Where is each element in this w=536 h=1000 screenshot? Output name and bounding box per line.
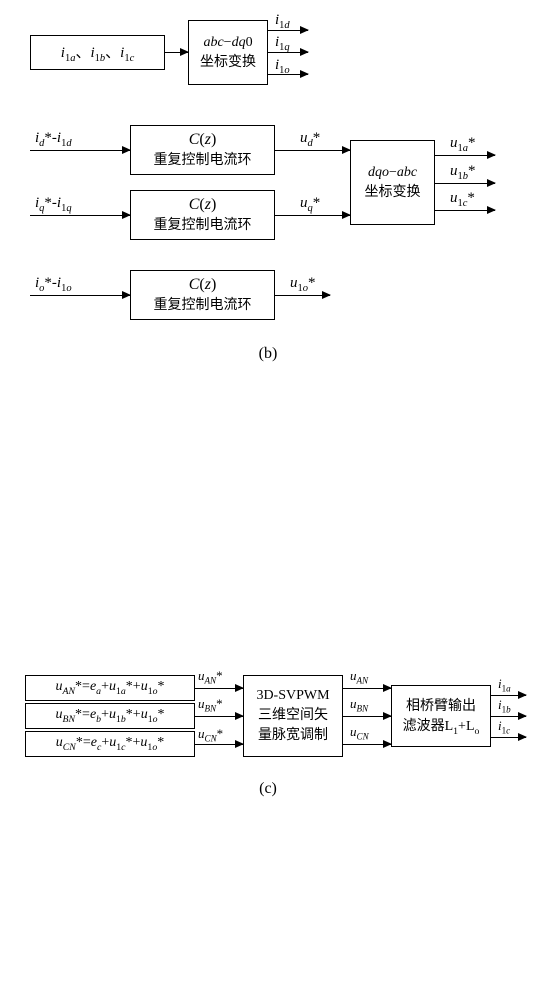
arrow-uq [275, 215, 350, 216]
arrow-ubn-s [195, 716, 243, 717]
box-cz-q: C(z) 重复控制电流环 [130, 190, 275, 240]
box-dqo-abc: dqo−abc 坐标变换 [350, 140, 435, 225]
arrow-ucn-s [195, 744, 243, 745]
label-u1c: u1c* [450, 190, 475, 209]
label-u1b: u1b* [450, 163, 476, 182]
label-i1a-out: i1a [498, 676, 511, 694]
box-cz-d: C(z) 重复控制电流环 [130, 125, 275, 175]
box-eq-b: uBN*=eb+u1b*+u1o* [25, 703, 195, 729]
arrow-i1c-out [491, 737, 526, 738]
cz-o-label: 重复控制电流环 [154, 294, 252, 314]
arrow-iq-err [30, 215, 130, 216]
dqo-abc-label: 坐标变换 [365, 181, 421, 201]
diagram-c: uAN*=ea+u1a*+u1o* uBN*=eb+u1b*+u1o* uCN*… [20, 670, 516, 820]
label-ud: ud* [300, 130, 320, 149]
arrow-id-err [30, 150, 130, 151]
label-i1c-out: i1c [498, 718, 510, 736]
box-filter: 相桥臂输出 滤波器L1+Lo [391, 685, 491, 747]
label-ucn: uCN [350, 724, 369, 742]
svpwm-line3: 量脉宽调制 [258, 724, 328, 744]
cz-d-label: 重复控制电流环 [154, 149, 252, 169]
label-uan: uAN [350, 668, 368, 686]
arrow-i1a-out [491, 695, 526, 696]
box-input-abc: i1a、i1b、i1c [30, 35, 165, 70]
arrow-u1o [275, 295, 330, 296]
arrow-ud [275, 150, 350, 151]
box-cz-o: C(z) 重复控制电流环 [130, 270, 275, 320]
label-u1o: u1o* [290, 275, 316, 294]
svpwm-line2: 三维空间矢 [258, 704, 328, 724]
box-eq-a: uAN*=ea+u1a*+u1o* [25, 675, 195, 701]
label-u1a: u1a* [450, 135, 476, 154]
svpwm-line1: 3D-SVPWM [256, 688, 329, 704]
label-uq: uq* [300, 195, 320, 214]
figure-label-b: (b) [20, 345, 516, 363]
arrow-u1c [435, 210, 495, 211]
arrow-io-err [30, 295, 130, 296]
arrow-uan-s [195, 688, 243, 689]
abc-dq0-label: 坐标变换 [200, 51, 256, 71]
arrow-i1b-out [491, 716, 526, 717]
box-abc-dq0: abc−dq0 坐标变换 [188, 20, 268, 85]
box-svpwm: 3D-SVPWM 三维空间矢 量脉宽调制 [243, 675, 343, 757]
label-i1q: i1q [275, 34, 290, 53]
label-ucn-s: uCN* [198, 726, 223, 744]
label-ubn-s: uBN* [198, 696, 223, 714]
arrow-u1a [435, 155, 495, 156]
figure-label-c: (c) [20, 780, 516, 798]
arrow-uan [343, 688, 391, 689]
arrow-ucn [343, 744, 391, 745]
label-id-err: id*-i1d [35, 130, 72, 149]
cz-q-label: 重复控制电流环 [154, 214, 252, 234]
label-iq-err: iq*-i1q [35, 195, 72, 214]
arrow-abc-to-transform [165, 52, 188, 53]
box-eq-c: uCN*=ec+u1c*+u1o* [25, 731, 195, 757]
label-i1d: i1d [275, 12, 290, 31]
label-i1o: i1o [275, 57, 290, 76]
label-io-err: io*-i1o [35, 275, 72, 294]
label-i1b-out: i1b [498, 697, 511, 715]
label-ubn: uBN [350, 696, 368, 714]
arrow-ubn [343, 716, 391, 717]
label-uan-s: uAN* [198, 668, 223, 686]
arrow-u1b [435, 183, 495, 184]
filter-line2-prefix: 滤波器 [403, 719, 445, 734]
diagram-b: i1a、i1b、i1c abc−dq0 坐标变换 i1d i1q i1o id*… [20, 20, 516, 360]
filter-line1: 相桥臂输出 [406, 695, 476, 715]
